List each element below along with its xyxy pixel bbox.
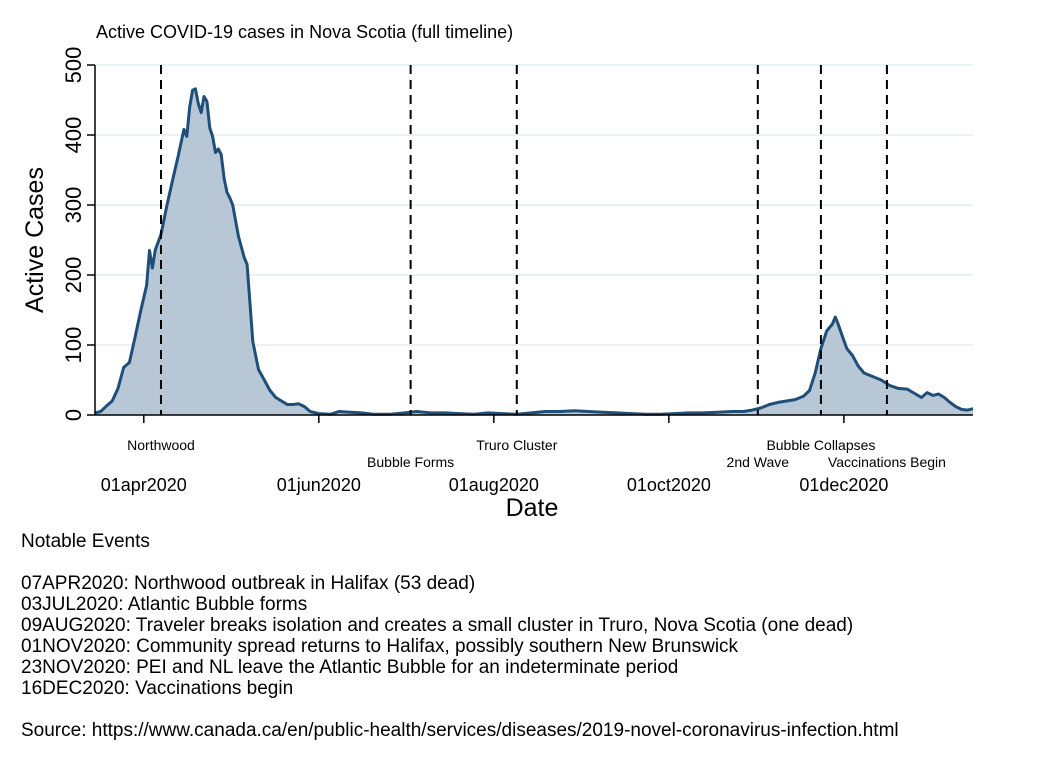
y-tick-label: 500	[61, 47, 86, 84]
notes-heading: Notable Events	[21, 531, 150, 552]
chart-title: Active COVID-19 cases in Nova Scotia (fu…	[96, 22, 513, 42]
note-event: 09AUG2020: Traveler breaks isolation and…	[21, 615, 854, 636]
note-event: 07APR2020: Northwood outbreak in Halifax…	[21, 573, 476, 594]
x-tick-label: 01dec2020	[799, 475, 888, 495]
y-tick-label: 0	[61, 409, 86, 421]
y-tick-label: 300	[61, 187, 86, 224]
y-tick-label: 200	[61, 257, 86, 294]
event-label: Bubble Forms	[367, 454, 454, 470]
x-tick-label: 01apr2020	[101, 475, 187, 495]
notable-events-panel: Notable Events 07APR2020: Northwood outb…	[21, 531, 899, 741]
source-citation: Source: https://www.canada.ca/en/public-…	[21, 720, 899, 741]
y-axis-label: Active Cases	[21, 167, 49, 313]
area-fill	[95, 88, 973, 416]
x-axis-label: Date	[506, 494, 559, 522]
event-lines: Northwood Bubble Forms Truro Cluster 2nd Wa…	[127, 65, 946, 470]
y-tick-label: 100	[61, 327, 86, 364]
event-label: Truro Cluster	[476, 437, 558, 453]
y-tick-label: 400	[61, 117, 86, 154]
event-label: Bubble Collapses	[766, 437, 875, 453]
x-tick-label: 01oct2020	[627, 475, 711, 495]
note-event: 03JUL2020: Atlantic Bubble forms	[21, 594, 308, 615]
active-cases-chart: Active COVID-19 cases in Nova Scotia (fu…	[21, 22, 974, 522]
x-tick-label: 01aug2020	[449, 475, 539, 495]
event-label: Northwood	[127, 437, 195, 453]
series-line	[94, 87, 974, 416]
event-label: 2nd Wave	[727, 454, 790, 470]
data-area	[94, 87, 974, 416]
note-event: 01NOV2020: Community spread returns to H…	[21, 636, 739, 657]
note-event: 23NOV2020: PEI and NL leave the Atlantic…	[21, 657, 679, 678]
x-tick-label: 01jun2020	[277, 475, 361, 495]
axes: 0 100 200 300 400 500 01apr2020 01jun2020 01aug2…	[61, 47, 973, 495]
event-label: Vaccinations Begin	[828, 454, 946, 470]
note-event: 16DEC2020: Vaccinations begin	[21, 678, 294, 699]
